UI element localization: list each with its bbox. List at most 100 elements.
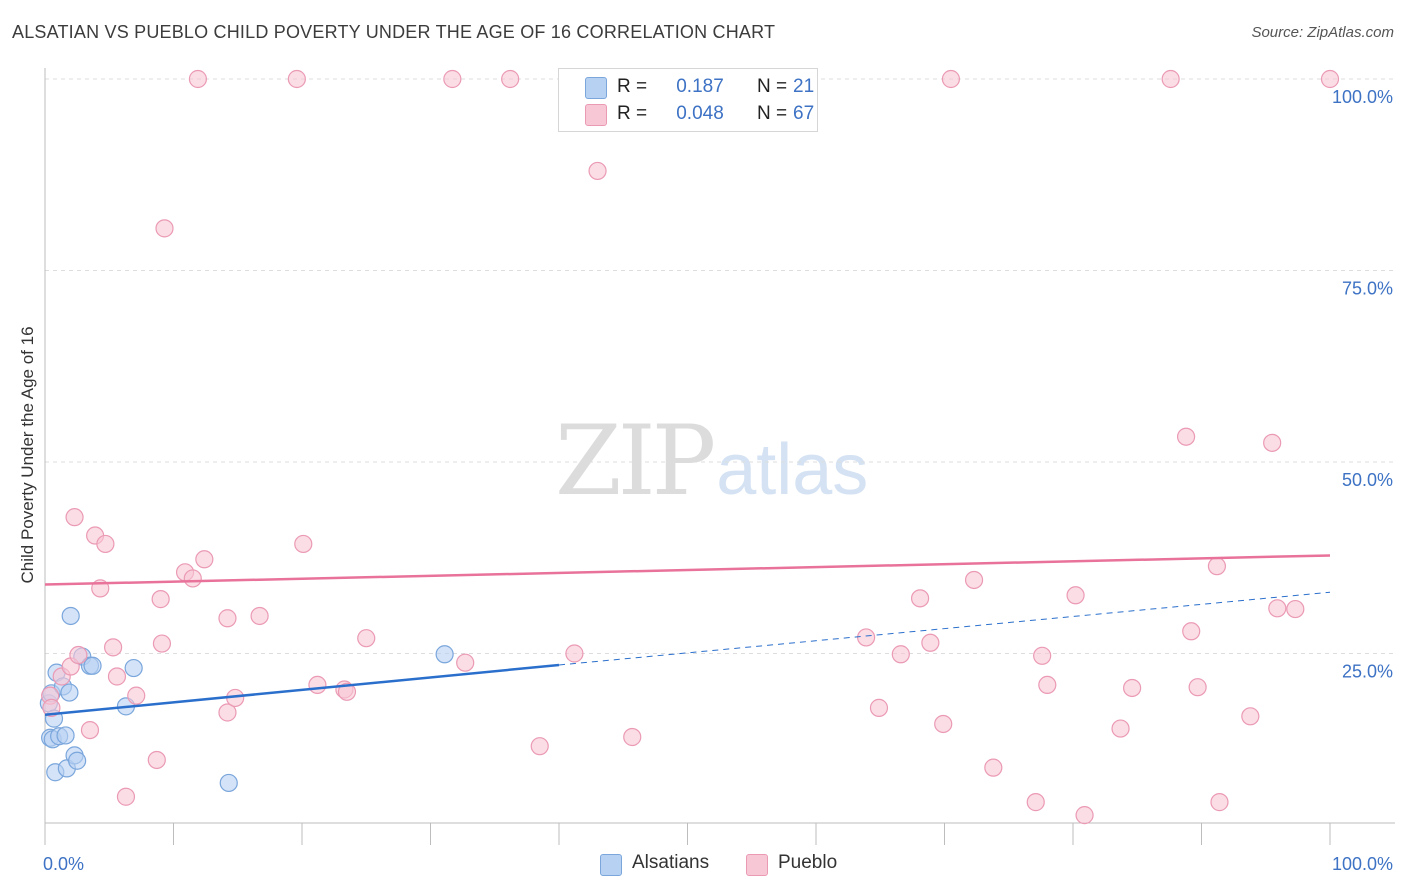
data-points [39, 69, 1340, 825]
pueblo-point [69, 645, 88, 665]
pueblo-point [287, 69, 306, 89]
pueblo-point [127, 686, 146, 705]
pueblo-point [80, 720, 100, 740]
pueblo-point [443, 69, 462, 89]
pueblo-point [1111, 719, 1130, 738]
pueblo-point [984, 758, 1003, 777]
pueblo-point [921, 633, 940, 652]
pueblo-point [65, 508, 84, 527]
pueblo-point [147, 750, 166, 770]
pueblo-swatch [585, 104, 607, 126]
legend-n-value-alsatians: 21 [793, 76, 815, 97]
pueblo-point [107, 667, 127, 686]
legend-r-label: R = [617, 103, 648, 124]
pueblo-point [1026, 793, 1045, 812]
pueblo-point [1207, 557, 1227, 576]
pueblo-point [96, 534, 115, 554]
pueblo-point [857, 628, 876, 647]
pueblo-point [1286, 599, 1305, 619]
legend-r-value-pueblo: 0.048 [676, 103, 724, 124]
pueblo-point [151, 590, 170, 609]
pueblo-trend-line [44, 554, 1331, 586]
x-tick-label: 100.0% [1332, 854, 1393, 874]
pueblo-point [1241, 707, 1260, 726]
legend-r-value-alsatians: 0.187 [676, 76, 724, 97]
alsatians-point [219, 773, 238, 793]
pueblo-point [1182, 622, 1201, 641]
pueblo-point [155, 219, 174, 238]
pueblo-point [1176, 427, 1196, 446]
pueblo-point [218, 609, 237, 628]
pueblo-point [588, 161, 607, 181]
pueblo-point [195, 550, 214, 569]
alsatians-point [124, 658, 143, 678]
y-tick-label: 50.0% [1342, 470, 1393, 490]
pueblo-point [456, 653, 475, 672]
pueblo-point [337, 682, 357, 701]
pueblo-point [357, 629, 376, 648]
alsatians-trend-extension [558, 591, 1331, 666]
alsatians-trend-line [44, 663, 560, 717]
watermark: ZIPatlas [555, 405, 868, 517]
axes [44, 68, 1395, 845]
pueblo-point [218, 703, 237, 722]
legend-n-label: N = [757, 76, 788, 97]
alsatians-point [435, 645, 454, 664]
pueblo-point [1038, 675, 1057, 695]
pueblo-point [250, 606, 269, 626]
tick-labels: 25.0% 50.0% 75.0% 100.0% 0.0% 100.0% [43, 87, 1393, 874]
y-tick-label: 25.0% [1342, 662, 1393, 682]
alsatians-point [68, 751, 87, 770]
pueblo-point [910, 589, 930, 608]
pueblo-point [116, 787, 136, 806]
pueblo-point [1123, 678, 1142, 698]
pueblo-point [565, 644, 584, 663]
pueblo-point [934, 714, 953, 734]
stats-legend: R = 0.187 N = 21 R = 0.048 N = 67 [558, 68, 818, 132]
alsatians-point [56, 726, 75, 745]
watermark-zip: ZIP [555, 405, 716, 517]
pueblo-point [501, 69, 520, 89]
legend-item-label: Alsatians [632, 852, 710, 873]
pueblo-point [183, 569, 202, 588]
gridlines [45, 78, 1395, 654]
pueblo-point [941, 69, 961, 89]
pueblo-point [152, 634, 172, 653]
legend-n-value-pueblo: 67 [793, 103, 815, 124]
pueblo-point [1033, 646, 1052, 665]
pueblo-point [1188, 678, 1207, 697]
pueblo-point [1210, 793, 1229, 812]
pueblo-point [1268, 599, 1287, 618]
pueblo-point [104, 638, 123, 657]
pueblo-point [188, 69, 208, 89]
pueblo-point [1263, 433, 1282, 452]
alsatians-swatch [585, 77, 607, 99]
pueblo-point [891, 645, 910, 664]
pueblo-point [294, 534, 313, 554]
watermark-atlas: atlas [716, 430, 869, 510]
pueblo-point [1066, 586, 1085, 605]
alsatians-point [83, 656, 102, 675]
pueblo-point [1075, 806, 1094, 825]
x-tick-label: 0.0% [43, 854, 84, 874]
legend-item-label: Pueblo [778, 852, 838, 873]
legend-n-label: N = [757, 103, 788, 124]
y-tick-label: 75.0% [1342, 279, 1393, 299]
source-attribution: Source: ZipAtlas.com [1251, 24, 1394, 41]
chart-title: ALSATIAN VS PUEBLO CHILD POVERTY UNDER T… [12, 22, 776, 42]
pueblo-point [42, 698, 61, 717]
alsatians-point [61, 606, 80, 626]
pueblo-point [530, 737, 549, 756]
legend-r-label: R = [617, 76, 648, 97]
pueblo-swatch [746, 854, 768, 876]
series-legend: Alsatians Pueblo [0, 851, 1406, 879]
trend-lines [44, 554, 1331, 717]
pueblo-point [308, 675, 327, 695]
pueblo-point [964, 570, 984, 590]
y-tick-label: 100.0% [1332, 87, 1393, 107]
pueblo-point [623, 727, 642, 747]
pueblo-point [1320, 69, 1340, 89]
alsatians-swatch [600, 854, 622, 876]
pueblo-point [869, 698, 889, 717]
